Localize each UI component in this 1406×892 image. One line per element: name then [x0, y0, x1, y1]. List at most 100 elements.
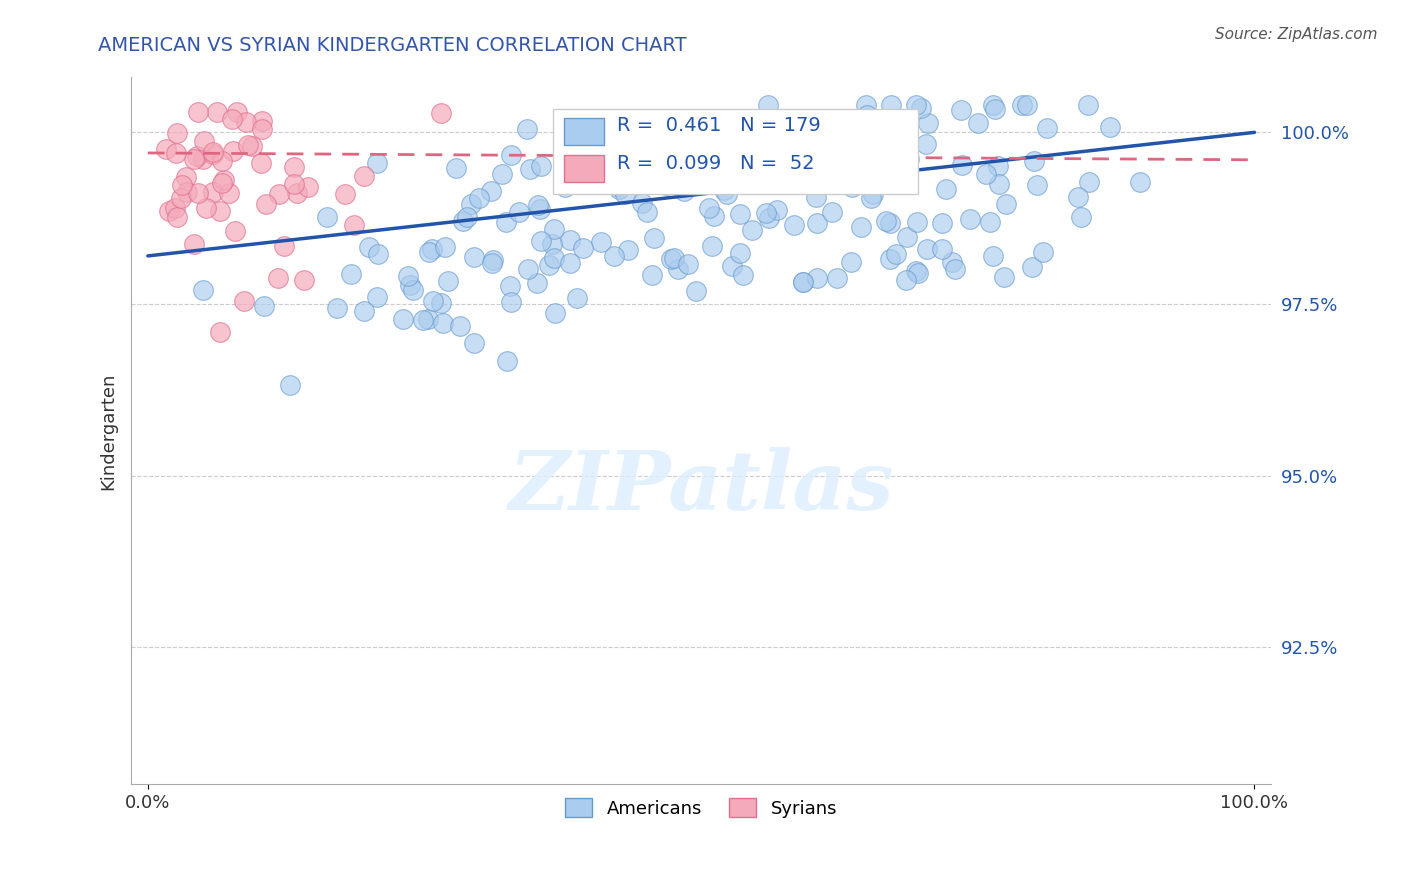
Point — [599, 158, 621, 172]
Point — [907, 266, 929, 280]
Point — [467, 191, 489, 205]
Point — [591, 235, 613, 249]
Point — [630, 196, 652, 211]
Point — [208, 204, 231, 219]
Point — [905, 98, 928, 112]
Point — [186, 148, 208, 162]
Point — [325, 301, 347, 315]
Point — [984, 103, 1007, 117]
Point — [233, 294, 256, 309]
Point — [700, 239, 723, 253]
Point — [967, 115, 990, 129]
Point — [662, 251, 685, 265]
Point — [733, 268, 755, 282]
Text: Source: ZipAtlas.com: Source: ZipAtlas.com — [1215, 27, 1378, 42]
Point — [897, 162, 920, 177]
Point — [897, 152, 920, 166]
Point — [187, 104, 209, 119]
Point — [463, 336, 485, 351]
Point — [915, 242, 938, 256]
Point — [353, 169, 375, 183]
Point — [792, 275, 814, 289]
Point — [613, 186, 636, 201]
Point — [1032, 244, 1054, 259]
Point — [910, 101, 932, 115]
Point — [543, 251, 565, 265]
Point — [193, 135, 215, 149]
Point — [543, 222, 565, 236]
Point — [685, 284, 707, 298]
Point — [742, 170, 765, 185]
Point — [987, 159, 1010, 173]
Point — [170, 178, 193, 192]
Point — [558, 164, 581, 178]
Point — [762, 153, 785, 167]
Point — [529, 202, 551, 216]
Point — [418, 245, 440, 260]
Point — [544, 306, 567, 320]
Point — [943, 261, 966, 276]
Point — [170, 190, 193, 204]
Point — [741, 222, 763, 236]
Point — [756, 98, 779, 112]
Point — [558, 256, 581, 270]
Point — [896, 229, 918, 244]
Point — [643, 230, 665, 244]
Point — [165, 201, 187, 215]
FancyBboxPatch shape — [553, 109, 918, 194]
Point — [211, 176, 233, 190]
Point — [202, 185, 225, 199]
Point — [1021, 260, 1043, 274]
Point — [496, 354, 519, 368]
Text: AMERICAN VS SYRIAN KINDERGARTEN CORRELATION CHART: AMERICAN VS SYRIAN KINDERGARTEN CORRELAT… — [98, 36, 688, 54]
Point — [420, 242, 443, 256]
Point — [862, 186, 884, 201]
Point — [678, 257, 700, 271]
Point — [879, 252, 901, 266]
Point — [526, 277, 548, 291]
Point — [253, 299, 276, 313]
Point — [316, 211, 339, 225]
Point — [166, 126, 188, 140]
Point — [758, 211, 780, 225]
Point — [931, 216, 953, 230]
Point — [773, 173, 796, 187]
Point — [367, 247, 389, 261]
Point — [1015, 98, 1038, 112]
Point — [811, 158, 834, 172]
Point — [416, 312, 439, 326]
Point — [755, 206, 778, 220]
Point — [703, 210, 725, 224]
Point — [297, 180, 319, 194]
Point — [211, 154, 233, 169]
Point — [714, 161, 737, 175]
Point — [1067, 190, 1090, 204]
Point — [191, 153, 214, 167]
Point — [252, 121, 274, 136]
Point — [841, 180, 863, 194]
Point — [508, 205, 530, 219]
Point — [183, 236, 205, 251]
Point — [917, 116, 939, 130]
Point — [856, 108, 879, 122]
Point — [950, 103, 973, 118]
Point — [721, 260, 744, 274]
Point — [713, 183, 735, 197]
Point — [860, 191, 883, 205]
Point — [491, 167, 513, 181]
Point — [636, 205, 658, 219]
Point — [905, 215, 928, 229]
Point — [526, 197, 548, 211]
Point — [195, 201, 218, 215]
Point — [880, 98, 903, 112]
Point — [436, 275, 458, 289]
Point — [174, 169, 197, 184]
Point — [460, 197, 482, 211]
Point — [558, 233, 581, 247]
Point — [176, 185, 198, 199]
Point — [776, 154, 799, 169]
Point — [935, 182, 957, 196]
Point — [481, 256, 503, 270]
Point — [202, 145, 225, 160]
Point — [479, 185, 502, 199]
